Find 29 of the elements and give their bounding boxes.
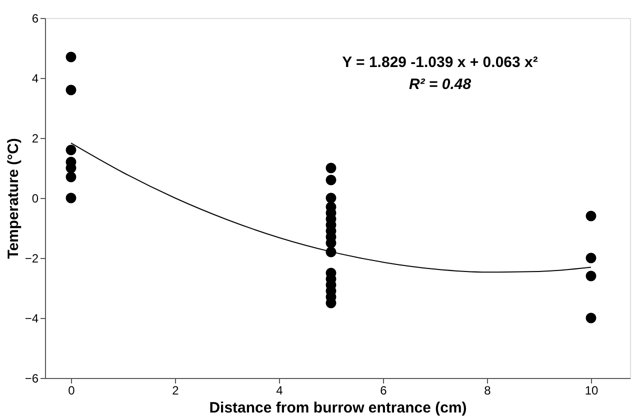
point <box>586 252 596 264</box>
point <box>586 270 596 282</box>
x-tick-label: 4 <box>276 384 284 398</box>
x-tick-label: 2 <box>172 384 180 398</box>
y-tick-label: −4 <box>24 312 39 326</box>
point <box>326 192 336 204</box>
y-tick-label: 2 <box>32 132 39 146</box>
point <box>326 162 336 174</box>
x-tick-label: 6 <box>380 384 388 398</box>
point <box>326 174 336 186</box>
y-tick-label: −2 <box>24 252 39 266</box>
point <box>66 144 76 156</box>
annotation: Y = 1.829 -1.039 x + 0.063 x² <box>342 54 538 71</box>
point <box>586 210 596 222</box>
y-tick-label: 0 <box>32 192 39 206</box>
point <box>66 172 76 182</box>
y-tick-label: −6 <box>24 372 39 386</box>
y-axis-title: Temperature (°C) <box>4 138 22 259</box>
x-tick-label: 10 <box>584 384 598 398</box>
point <box>66 192 76 204</box>
x-tick-label: 8 <box>484 384 492 398</box>
point <box>586 312 596 324</box>
x-axis-title: Distance from burrow entrance (cm) <box>209 400 467 416</box>
point <box>66 84 76 96</box>
point <box>66 52 76 62</box>
annotation: R² = 0.48 <box>408 76 472 93</box>
y-tick-label: 6 <box>32 12 39 26</box>
y-tick-label: 4 <box>32 72 39 86</box>
x-tick-label: 0 <box>68 384 76 398</box>
